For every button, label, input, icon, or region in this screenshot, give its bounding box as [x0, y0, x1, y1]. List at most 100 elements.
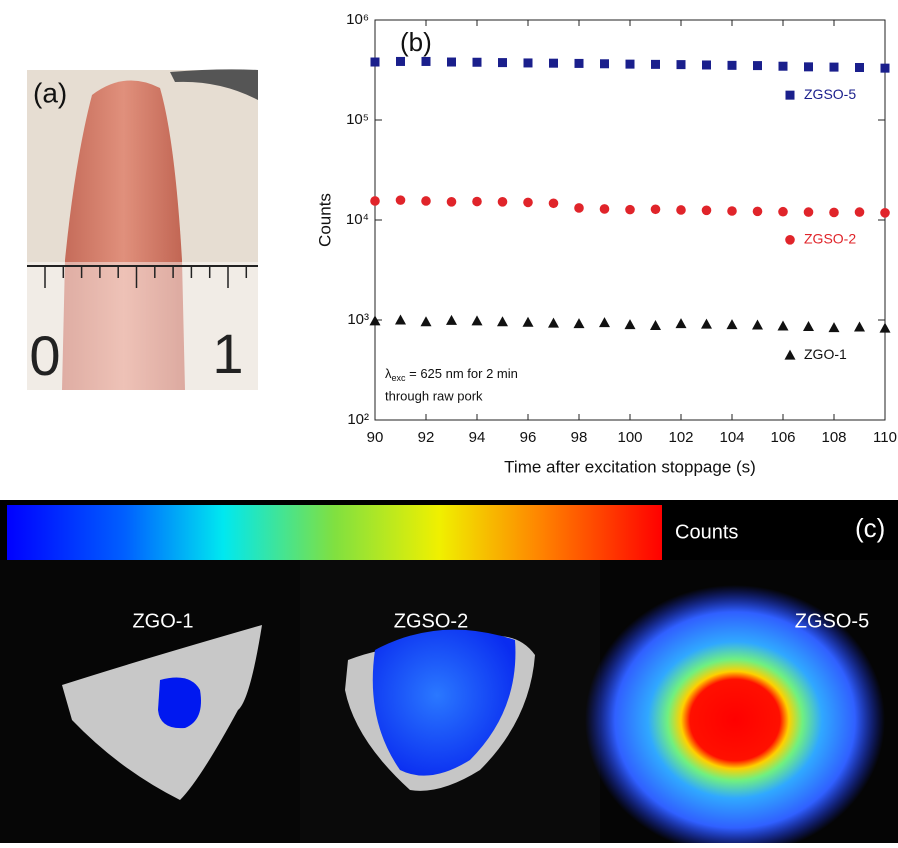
imaging-panel: Counts (c) ZGO-1 ZGSO-2 ZGSO-5	[0, 500, 898, 848]
annotation-subscript: exc	[392, 373, 407, 383]
data-point	[548, 317, 559, 328]
data-point	[752, 319, 763, 330]
data-point	[829, 62, 839, 72]
data-point	[549, 58, 558, 68]
data-point	[370, 196, 380, 206]
tissue	[62, 80, 185, 390]
data-point	[447, 57, 456, 67]
data-point	[752, 206, 763, 217]
data-point	[880, 63, 890, 73]
data-point	[395, 195, 406, 205]
data-point	[498, 58, 507, 68]
y-axis-label: Counts	[315, 193, 334, 247]
y-tick-label: 10⁵	[346, 111, 369, 128]
x-tick-label: 98	[571, 429, 588, 446]
data-point	[446, 314, 457, 325]
colorbar-label: Counts	[675, 521, 738, 543]
data-point	[625, 204, 635, 215]
emission	[372, 629, 516, 776]
y-tick-label: 10⁴	[346, 211, 369, 228]
data-point	[829, 207, 839, 218]
ruler-label: 0	[29, 324, 60, 387]
data-point	[522, 316, 534, 327]
data-point	[701, 205, 712, 216]
data-point	[574, 58, 584, 68]
x-tick-label: 110	[873, 429, 897, 446]
data-point	[599, 317, 610, 328]
photo-panel: (a) 0 1	[27, 69, 258, 390]
panel-label: (c)	[855, 513, 885, 543]
data-point	[880, 208, 890, 218]
data-point	[854, 321, 865, 332]
data-point	[651, 59, 660, 69]
data-point	[803, 321, 814, 332]
legend-symbol	[785, 235, 795, 245]
data-point	[446, 197, 457, 207]
data-point	[370, 57, 380, 67]
data-point	[675, 318, 687, 329]
data-point	[777, 320, 789, 331]
data-point	[395, 314, 406, 325]
data-point	[727, 206, 737, 216]
data-point	[523, 58, 533, 68]
y-tick-label: 10⁶	[346, 11, 369, 28]
data-point	[472, 57, 482, 67]
photo-shadow	[170, 69, 258, 100]
sample-label: ZGSO-2	[394, 610, 468, 632]
sample-label: ZGO-1	[132, 610, 193, 632]
y-tick-label: 10²	[347, 411, 369, 428]
data-point	[624, 319, 636, 330]
x-tick-label: 104	[719, 429, 744, 446]
data-point	[804, 62, 813, 72]
annotation: λexc = 625 nm for 2 min	[385, 366, 518, 383]
ruler	[27, 262, 258, 390]
data-point	[854, 207, 865, 217]
x-tick-label: 96	[520, 429, 537, 446]
data-point	[421, 56, 431, 66]
data-point	[855, 62, 864, 72]
legend-label: ZGSO-2	[804, 231, 856, 247]
legend-label: ZGO-1	[804, 346, 847, 362]
emission	[158, 677, 201, 729]
data-point	[420, 316, 432, 327]
x-tick-label: 90	[367, 429, 384, 446]
data-point	[701, 318, 712, 329]
annotation-text: = 625 nm for 2 min	[406, 366, 518, 381]
data-point	[396, 56, 405, 66]
data-point	[523, 197, 533, 208]
data-point	[599, 204, 610, 214]
data-point	[472, 196, 482, 207]
data-point	[573, 318, 585, 329]
data-point	[650, 320, 661, 331]
data-point	[421, 196, 431, 206]
emission	[585, 585, 885, 848]
data-point	[497, 197, 508, 207]
colorbar	[7, 505, 662, 560]
data-point	[497, 316, 508, 327]
x-tick-label: 106	[770, 429, 795, 446]
x-tick-label: 94	[469, 429, 486, 446]
data-point	[676, 60, 686, 70]
data-point	[727, 60, 737, 70]
data-point	[726, 319, 738, 330]
data-point	[676, 205, 686, 215]
x-tick-label: 108	[821, 429, 846, 446]
data-point	[625, 59, 635, 69]
data-point	[702, 60, 711, 70]
data-point	[778, 206, 788, 217]
data-point	[778, 61, 788, 71]
x-tick-label: 92	[418, 429, 435, 446]
panel-label: (b)	[400, 27, 432, 57]
data-point	[828, 322, 840, 333]
data-point	[600, 59, 609, 69]
x-tick-label: 100	[617, 429, 642, 446]
annotation: through raw pork	[385, 388, 483, 403]
data-point	[803, 207, 814, 217]
data-point	[548, 198, 559, 209]
x-axis-label: Time after excitation stoppage (s)	[504, 457, 756, 476]
legend-symbol	[785, 90, 795, 100]
data-point	[650, 204, 661, 215]
data-point	[574, 203, 584, 213]
y-tick-label: 10³	[347, 311, 369, 328]
